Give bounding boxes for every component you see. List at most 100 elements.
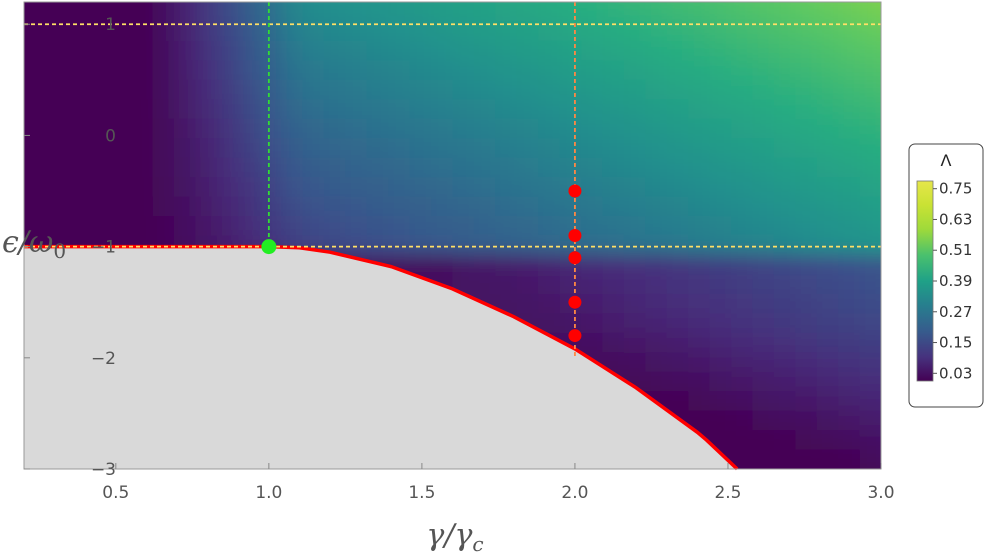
heatmap-cell <box>388 60 411 81</box>
heatmap-cell <box>473 2 497 23</box>
heatmap-cell <box>345 118 368 140</box>
heatmap-cell <box>516 60 540 81</box>
heatmap-cell <box>388 79 411 101</box>
heatmap-cell <box>538 274 561 295</box>
heatmap-cell <box>495 118 518 140</box>
colorbar-tick-label: 0.15 <box>939 334 972 352</box>
heatmap-cell <box>66 40 90 62</box>
heatmap-cell <box>473 60 497 81</box>
heatmap-cell <box>431 177 454 198</box>
heatmap-cell <box>473 118 497 140</box>
heatmap-cell <box>623 196 647 218</box>
heatmap-cell <box>859 118 881 140</box>
heatmap-cell <box>602 2 625 23</box>
heatmap-cell <box>88 216 111 237</box>
heatmap-cell <box>645 177 668 198</box>
heatmap-cell <box>559 60 583 81</box>
heatmap-cell <box>838 79 861 101</box>
heatmap-cell <box>195 469 217 489</box>
heatmap-cell <box>109 21 133 42</box>
heatmap-cell <box>666 138 690 159</box>
heatmap-cell <box>859 177 881 198</box>
heatmap-cell <box>795 332 818 354</box>
heatmap-cell <box>216 118 240 140</box>
heatmap-cell <box>666 99 690 120</box>
heatmap-cell <box>173 177 197 198</box>
heatmap-cell <box>323 196 347 218</box>
heatmap-cell <box>323 21 347 42</box>
heatmap-cell <box>859 332 881 354</box>
heatmap-cell <box>323 118 347 140</box>
heatmap-cell <box>816 352 840 373</box>
heatmap-cell <box>752 313 775 334</box>
y-axis-ticks: 1 0 −1 −2 −3 <box>24 15 116 480</box>
heatmap-cell <box>666 177 690 198</box>
marked-point <box>568 329 582 343</box>
heatmap-cell <box>838 2 861 23</box>
heatmap-cell <box>838 40 861 62</box>
heatmap-cell <box>881 41 903 61</box>
heatmap-cell <box>24 2 25 23</box>
heatmap-cell <box>816 99 840 120</box>
heatmap-cell <box>881 391 903 411</box>
colorbar-ticks: 0.75 0.63 0.51 0.39 0.27 0.15 0.03 <box>933 180 972 382</box>
heatmap-cell <box>66 157 90 179</box>
heatmap-cell <box>602 254 625 276</box>
heatmap-cell <box>581 274 604 295</box>
marked-point <box>568 251 582 265</box>
heatmap-cell <box>859 40 881 62</box>
heatmap-cell <box>431 196 454 218</box>
heatmap-cell <box>345 196 368 218</box>
heatmap-cell <box>409 216 433 237</box>
heatmap-cell <box>816 235 840 256</box>
heatmap-cell <box>688 196 711 218</box>
heatmap-cell <box>731 157 754 179</box>
heatmap-cell <box>495 40 518 62</box>
heatmap-cell <box>752 118 775 140</box>
heatmap-cell <box>773 313 797 334</box>
heatmap-cell <box>24 118 25 140</box>
y-axis-title: ϵ/ω0 <box>2 225 66 263</box>
heatmap-cell <box>516 79 540 101</box>
heatmap-cell <box>666 371 690 393</box>
heatmap-cell <box>131 99 154 120</box>
heatmap-cell <box>131 157 154 179</box>
heatmap-cell <box>238 79 261 101</box>
heatmap-cell <box>516 177 540 198</box>
heatmap-cell <box>131 40 154 62</box>
heatmap-cell <box>773 391 797 412</box>
heatmap-cell <box>109 216 133 237</box>
heatmap-cell <box>581 332 604 354</box>
heatmap-cell <box>559 138 583 159</box>
heatmap-cell <box>281 99 304 120</box>
heatmap-cell <box>173 60 197 81</box>
heatmap-cell <box>666 391 690 412</box>
plot-area <box>23 1 903 489</box>
heatmap-cell <box>24 21 25 42</box>
heatmap-cell <box>366 235 390 256</box>
heatmap-cell <box>731 79 754 101</box>
heatmap-cell <box>24 40 25 62</box>
heatmap-cell <box>88 157 111 179</box>
heatmap-cell <box>345 79 368 101</box>
heatmap-cell <box>131 60 154 81</box>
heatmap-cell <box>795 371 818 393</box>
heatmap-cell <box>881 119 903 139</box>
heatmap-cell <box>752 21 775 42</box>
heatmap-cell <box>666 79 690 101</box>
heatmap-cell <box>859 216 881 237</box>
heatmap-cell <box>259 138 283 159</box>
heatmap-cell <box>538 313 561 334</box>
heatmap-cell <box>645 138 668 159</box>
reference-lines <box>24 2 881 358</box>
heatmap-cell <box>24 371 25 393</box>
heatmap-cell <box>452 21 475 42</box>
heatmap-cell <box>216 2 240 23</box>
heatmap-cell <box>238 21 261 42</box>
colorbar-tick-label: 0.51 <box>939 241 972 259</box>
heatmap-cell <box>345 40 368 62</box>
heatmap-cell <box>795 216 818 237</box>
heatmap-cell <box>709 99 733 120</box>
heatmap-cell <box>109 138 133 159</box>
heatmap-cell <box>66 196 90 218</box>
